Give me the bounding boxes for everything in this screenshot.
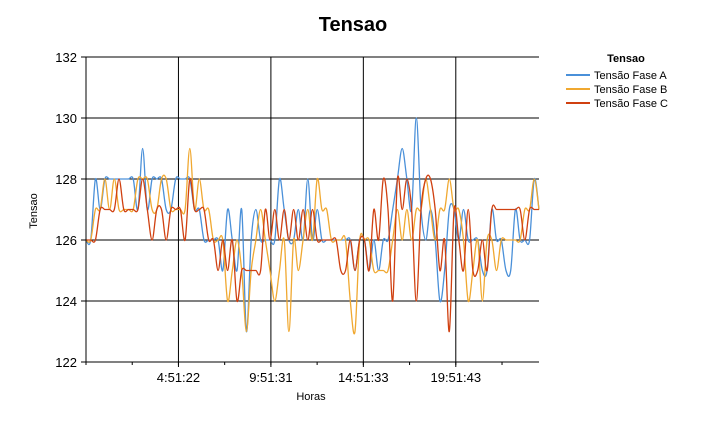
legend-label: Tensão Fase B	[594, 84, 667, 96]
axes: 122 124 126 128 130 132 4:51:22 9:51:31 14:51:33…	[55, 50, 539, 385]
x-tick-label: 19:51:43	[430, 370, 481, 385]
y-tick-label: 132	[55, 50, 77, 65]
x-tick-label: 4:51:22	[157, 370, 200, 385]
chart-title: Tensao	[319, 14, 388, 36]
x-axis-label: Horas	[296, 391, 326, 403]
legend-title: Tensao	[607, 53, 645, 65]
series-line-c	[86, 174, 539, 333]
legend-label: Tensão Fase C	[594, 98, 668, 110]
y-axis-label: Tensao	[28, 193, 40, 228]
series-lines	[85, 117, 540, 335]
y-tick-label: 122	[55, 355, 77, 370]
y-tick-label: 126	[55, 233, 77, 248]
legend-label: Tensão Fase A	[594, 70, 667, 82]
series-line-a	[85, 117, 540, 333]
y-tick-label: 124	[55, 294, 77, 309]
x-tick-label: 14:51:33	[338, 370, 389, 385]
legend: Tensao Tensão Fase A Tensão Fase B Tensão …	[566, 53, 668, 110]
y-tick-label: 130	[55, 111, 77, 126]
x-tick-label: 9:51:31	[249, 370, 292, 385]
series-line-b	[85, 147, 540, 335]
y-tick-label: 128	[55, 172, 77, 187]
